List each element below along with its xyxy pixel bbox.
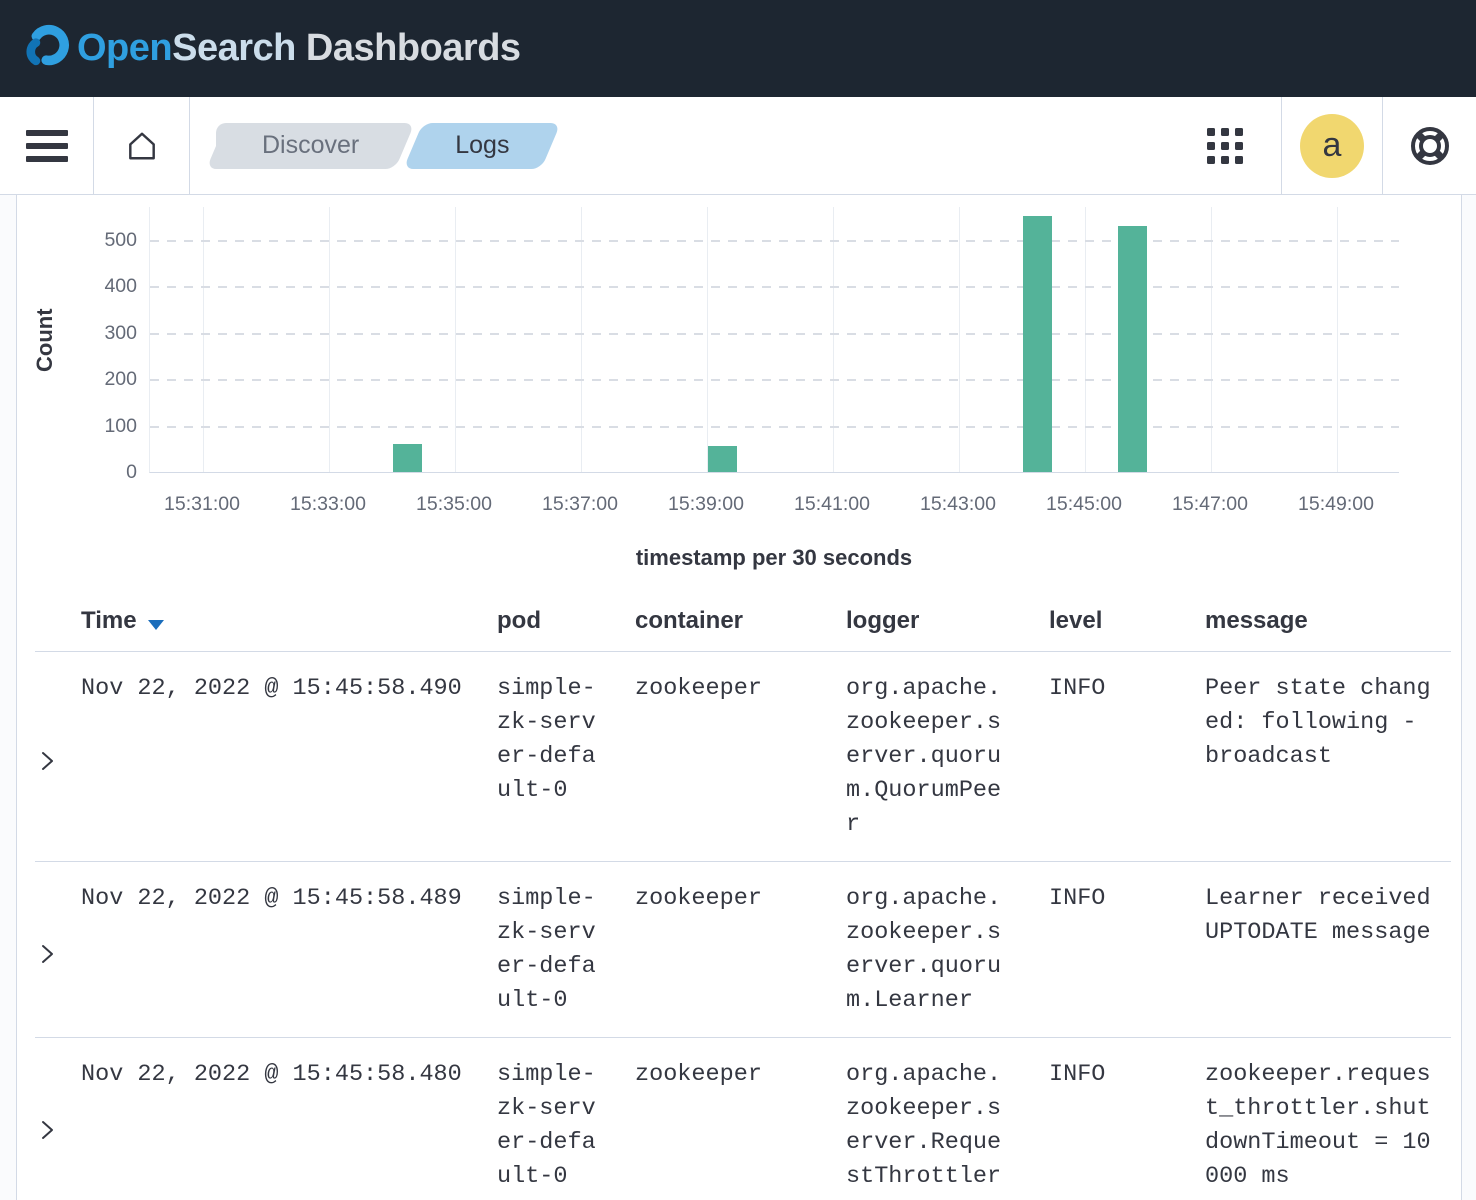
x-gridline xyxy=(580,207,582,472)
x-gridline xyxy=(328,207,330,472)
x-gridline xyxy=(454,207,456,472)
histogram-bar[interactable] xyxy=(393,444,422,472)
x-gridline xyxy=(706,207,708,472)
x-axis-tick-label: 15:31:00 xyxy=(164,493,240,515)
divider xyxy=(1382,97,1383,194)
apps-grid-icon[interactable] xyxy=(1169,127,1281,164)
breadcrumb-logs: Logs xyxy=(413,123,551,169)
y-gridline xyxy=(150,425,1399,428)
cell-message: Learner received UPTODATE message xyxy=(1205,885,1431,946)
x-axis-tick-label: 15:45:00 xyxy=(1046,493,1122,515)
cell-container: zookeeper xyxy=(635,1061,762,1088)
histogram-chart: Count timestamp per 30 seconds 15:31:00 1… xyxy=(17,195,1461,591)
cell-message: zookeeper.request_throttler.shutdownTime… xyxy=(1205,1061,1431,1190)
cell-level: INFO xyxy=(1049,1061,1106,1088)
cell-time: Nov 22, 2022 @ 15:45:58.480 xyxy=(81,1061,462,1088)
x-axis-tick-label: 15:39:00 xyxy=(668,493,744,515)
x-gridline xyxy=(1084,207,1086,472)
y-gridline xyxy=(150,332,1399,335)
y-axis-tick-label: 200 xyxy=(104,368,137,390)
breadcrumb: Discover Logs xyxy=(216,122,551,169)
cell-pod: simple-zk-server-default-0 xyxy=(497,885,596,1014)
cell-pod: simple-zk-server-default-0 xyxy=(497,1061,596,1190)
histogram-bar[interactable] xyxy=(1117,225,1147,472)
x-axis-tick-label: 15:35:00 xyxy=(416,493,492,515)
table-header-row: Time pod container logger level message xyxy=(35,591,1451,652)
divider xyxy=(189,97,190,194)
discover-panel: Count timestamp per 30 seconds 15:31:00 1… xyxy=(17,195,1461,1200)
cell-time: Nov 22, 2022 @ 15:45:58.489 xyxy=(81,885,462,912)
plot-area xyxy=(149,207,1399,473)
y-axis-tick-label: 400 xyxy=(104,275,137,297)
left-gutter xyxy=(0,195,17,1200)
user-avatar[interactable]: a xyxy=(1300,113,1364,178)
cell-logger: org.apache.zookeeper.server.RequestThrot… xyxy=(846,1061,1002,1190)
divider xyxy=(93,97,94,194)
x-gridline xyxy=(958,207,960,472)
navbar: Discover Logs a xyxy=(0,97,1476,195)
y-gridline xyxy=(150,379,1399,381)
x-axis-tick-label: 15:33:00 xyxy=(290,493,366,515)
breadcrumb-discover[interactable]: Discover xyxy=(216,122,405,169)
cell-time: Nov 22, 2022 @ 15:45:58.490 xyxy=(81,675,462,702)
cell-pod: simple-zk-server-default-0 xyxy=(497,675,596,804)
cell-level: INFO xyxy=(1049,675,1106,702)
x-axis-tick-label: 15:41:00 xyxy=(794,493,870,515)
expand-row-icon[interactable] xyxy=(35,882,81,1018)
y-axis-tick-label: 500 xyxy=(104,228,137,251)
cell-container: zookeeper xyxy=(635,885,762,912)
x-gridline xyxy=(1210,207,1212,472)
top-brand-bar: OpenSearch Dashboards xyxy=(0,0,1476,97)
y-gridline xyxy=(150,239,1399,242)
column-header-message[interactable]: message xyxy=(1205,607,1308,634)
expand-row-icon[interactable] xyxy=(35,672,81,842)
y-axis-tick-label: 0 xyxy=(126,461,137,483)
column-header-pod[interactable]: pod xyxy=(497,607,541,634)
table-row: Nov 22, 2022 @ 15:45:58.490 simple-zk-se… xyxy=(35,652,1451,862)
table-row: Nov 22, 2022 @ 15:45:58.489 simple-zk-se… xyxy=(35,862,1451,1038)
cell-level: INFO xyxy=(1049,885,1106,912)
column-header-level[interactable]: level xyxy=(1049,607,1103,634)
app-title: OpenSearch Dashboards xyxy=(77,27,521,69)
column-header-logger[interactable]: logger xyxy=(846,607,920,634)
x-axis-tick-label: 15:43:00 xyxy=(920,493,996,515)
column-header-time[interactable]: Time xyxy=(81,607,497,635)
y-axis-tick-label: 100 xyxy=(104,414,137,437)
x-gridline xyxy=(202,207,204,472)
log-table: Time pod container logger level message … xyxy=(35,591,1451,1200)
sort-desc-icon[interactable] xyxy=(147,619,164,630)
cell-message: Peer state changed: following - broadcas… xyxy=(1205,675,1431,770)
x-axis-tick-label: 15:49:00 xyxy=(1298,493,1374,515)
x-gridline xyxy=(832,207,834,472)
hamburger-menu-icon[interactable] xyxy=(0,129,93,162)
column-header-container[interactable]: container xyxy=(635,607,744,634)
x-axis-tick-label: 15:37:00 xyxy=(542,493,618,515)
right-gutter xyxy=(1461,195,1476,1200)
x-gridline xyxy=(1336,207,1338,472)
help-icon[interactable] xyxy=(1383,124,1476,168)
cell-logger: org.apache.zookeeper.server.quorum.Quoru… xyxy=(846,675,1002,838)
x-axis-title: timestamp per 30 seconds xyxy=(635,545,913,570)
histogram-bar[interactable] xyxy=(708,446,737,472)
y-axis-tick-label: 300 xyxy=(104,321,137,344)
home-icon[interactable] xyxy=(94,129,189,163)
x-axis-tick-label: 15:47:00 xyxy=(1172,493,1248,515)
cell-container: zookeeper xyxy=(635,675,762,702)
divider xyxy=(1281,97,1282,194)
histogram-bar[interactable] xyxy=(1023,216,1052,472)
opensearch-logo: OpenSearch Dashboards xyxy=(24,22,521,75)
opensearch-logo-icon xyxy=(24,22,70,75)
table-row: Nov 22, 2022 @ 15:45:58.480 simple-zk-se… xyxy=(35,1038,1451,1200)
y-gridline xyxy=(150,286,1399,288)
expand-row-icon[interactable] xyxy=(35,1058,81,1194)
cell-logger: org.apache.zookeeper.server.quorum.Learn… xyxy=(846,885,1002,1014)
